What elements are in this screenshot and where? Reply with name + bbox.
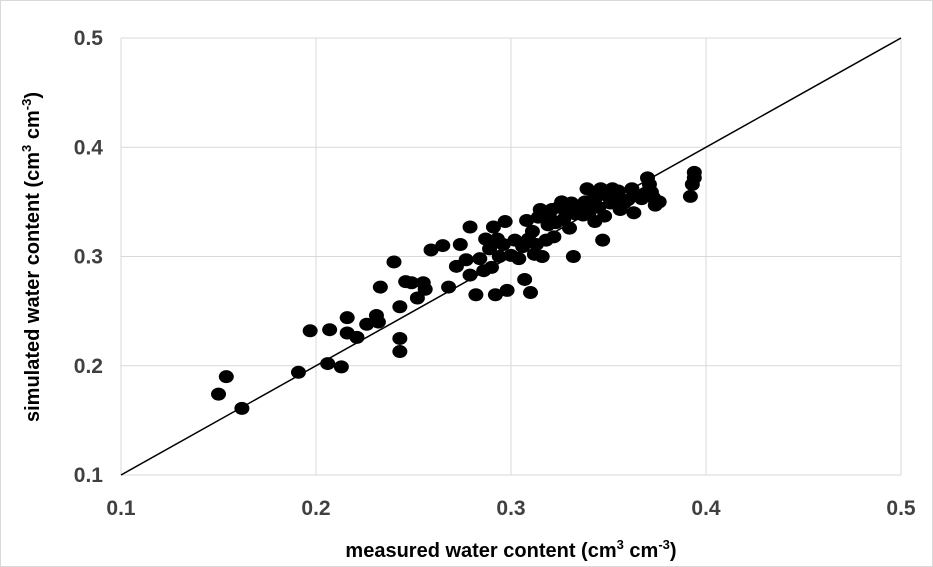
data-point [392,300,408,314]
data-point [597,209,613,223]
data-point [386,255,402,269]
data-point [517,272,533,286]
data-point [462,268,478,282]
data-point [404,276,420,290]
data-point [472,252,488,266]
x-tick-label: 0.4 [691,497,721,520]
data-point [370,315,386,329]
data-point [595,233,611,247]
data-point [417,282,433,296]
data-point [562,221,577,235]
y-tick-label: 0.3 [74,246,103,269]
x-tick-label: 0.1 [106,497,136,520]
data-point [534,250,550,263]
y-tick-label: 0.5 [74,27,104,50]
data-point [651,195,667,209]
data-point [626,206,642,220]
x-tick-label: 0.5 [886,497,916,520]
x-axis-title: measured water content (cm3 cm-3) [345,537,676,562]
data-point [519,213,535,227]
data-point [452,237,468,251]
data-point [484,260,499,274]
data-point [524,224,540,238]
data-point [349,330,365,344]
data-point [409,291,425,305]
data-point [532,203,548,217]
data-point [211,387,226,401]
data-point [392,331,408,345]
x-tick-label: 0.2 [301,497,330,520]
data-point [372,280,388,294]
data-point [333,360,349,374]
data-point [495,237,511,251]
y-axis-title: simulated water content (cm3 cm-3) [19,92,44,422]
data-point [546,230,562,244]
gridlines [120,37,902,476]
data-point [441,280,457,294]
x-tick-labels: 0.1 0.2 0.3 0.4 0.5 [106,497,916,520]
data-point [423,243,439,257]
data-point [682,189,698,203]
data-point [511,252,527,266]
data-point [435,239,451,253]
data-point [339,311,355,325]
data-point [491,250,507,263]
data-point [468,288,484,302]
data-point [610,184,626,198]
y-tick-label: 0.2 [74,355,103,378]
data-point [392,345,408,359]
y-tick-labels: 0.1 0.2 0.3 0.4 0.5 [74,27,104,487]
data-point [487,288,503,302]
data-point [234,401,250,415]
data-point [485,220,501,234]
data-point [359,317,375,331]
data-point [478,232,494,246]
data-point [320,357,336,371]
y-tick-label: 0.1 [74,464,104,487]
data-point [482,242,498,256]
data-point [218,370,234,384]
data-point [579,182,595,196]
data-point [302,324,318,338]
data-point [458,253,474,267]
data-points [211,165,702,415]
data-point [686,165,702,179]
data-point [523,286,538,300]
y-tick-label: 0.4 [74,136,104,159]
data-point [290,365,306,379]
data-point [565,250,581,263]
data-point [462,220,478,234]
data-point [499,283,515,297]
data-point [322,323,338,337]
data-point [497,215,513,229]
x-tick-label: 0.3 [496,497,525,520]
